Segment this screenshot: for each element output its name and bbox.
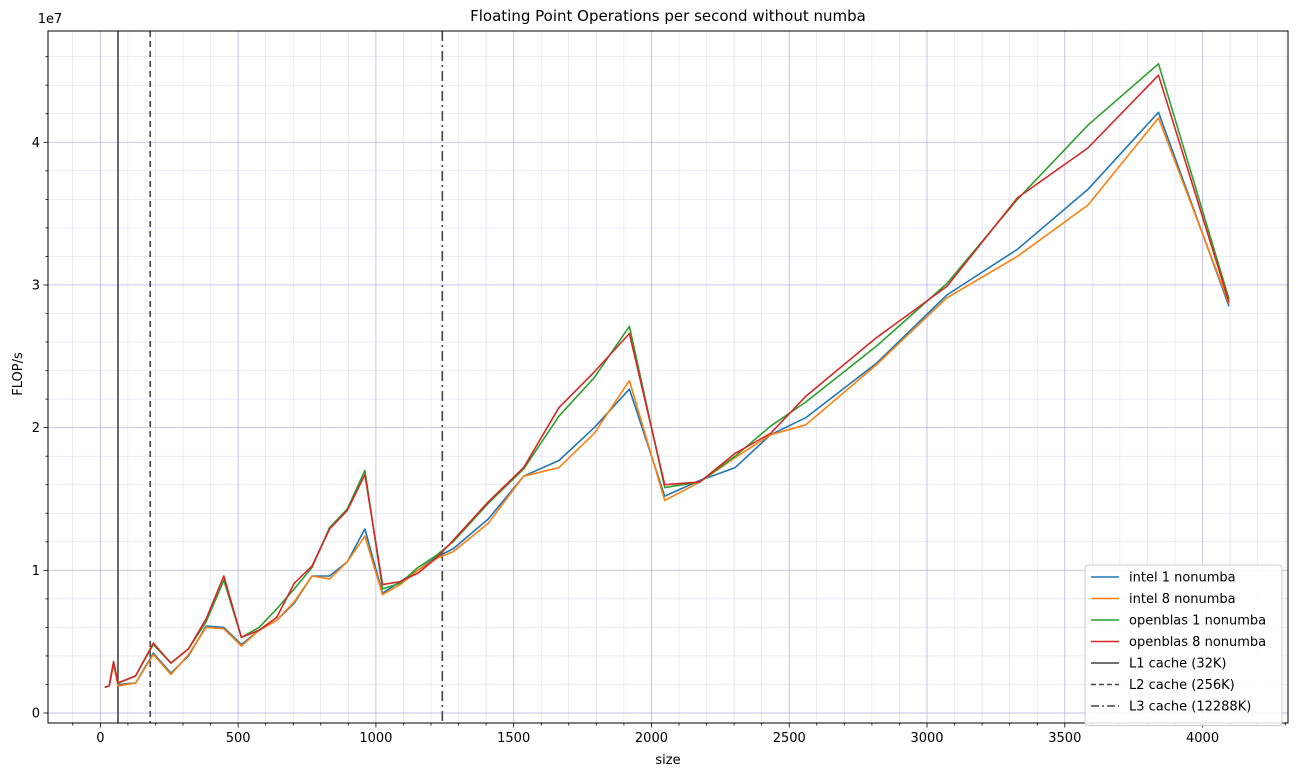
legend-label: intel 1 nonumba bbox=[1129, 571, 1236, 586]
legend-label: L3 cache (12288K) bbox=[1129, 700, 1251, 715]
x-tick-label: 0 bbox=[96, 731, 104, 746]
y-tick-label: 4 bbox=[32, 136, 40, 151]
chart-title: Floating Point Operations per second wit… bbox=[470, 7, 866, 25]
legend-label: intel 8 nonumba bbox=[1129, 592, 1236, 607]
legend-label: openblas 8 nonumba bbox=[1129, 635, 1266, 650]
y-tick-label: 2 bbox=[32, 421, 40, 436]
y-offset-text: 1e7 bbox=[38, 12, 63, 27]
series-line bbox=[104, 117, 1230, 689]
x-tick-label: 1000 bbox=[359, 731, 392, 746]
x-tick-label: 500 bbox=[226, 731, 251, 746]
cache-reference-lines bbox=[117, 31, 444, 723]
y-axis-label: FLOP/s bbox=[11, 352, 26, 396]
x-tick-label: 2500 bbox=[773, 731, 806, 746]
y-tick-label: 0 bbox=[32, 707, 40, 722]
data-series bbox=[104, 62, 1230, 689]
plot-frame bbox=[47, 30, 1289, 724]
legend-label: L2 cache (256K) bbox=[1129, 678, 1235, 693]
y-tick-label: 3 bbox=[32, 278, 40, 293]
x-tick-label: 1500 bbox=[497, 731, 530, 746]
x-axis-label: size bbox=[655, 753, 680, 768]
y-axis-ticks: 0 1 2 3 4 bbox=[32, 56, 48, 722]
legend-box bbox=[1084, 564, 1283, 726]
x-tick-label: 3000 bbox=[910, 731, 943, 746]
y-tick-label: 1 bbox=[32, 564, 40, 579]
series-line bbox=[104, 74, 1230, 689]
x-axis-ticks: 0 500 1000 1500 2000 2500 3000 3500 4000 bbox=[72, 723, 1286, 746]
legend-label: openblas 1 nonumba bbox=[1129, 614, 1266, 629]
x-tick-label: 3500 bbox=[1048, 731, 1081, 746]
legend-label: L1 cache (32K) bbox=[1129, 657, 1227, 672]
x-tick-label: 2000 bbox=[635, 731, 668, 746]
legend: intel 1 nonumba intel 8 nonumba openblas 1… bbox=[1084, 564, 1283, 726]
major-grid bbox=[48, 31, 1288, 723]
x-tick-label: 4000 bbox=[1186, 731, 1219, 746]
